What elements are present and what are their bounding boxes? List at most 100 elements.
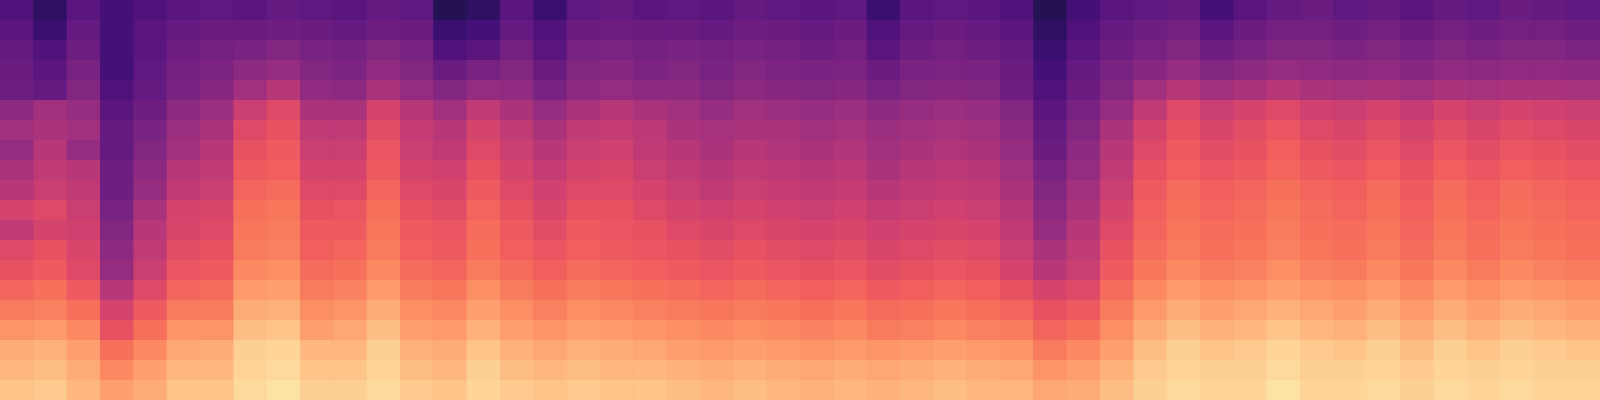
heatmap-cell <box>1033 240 1067 261</box>
heatmap-cell <box>0 320 34 341</box>
heatmap-cell <box>500 220 534 241</box>
heatmap-cell <box>200 280 234 301</box>
heatmap-cell <box>667 360 701 381</box>
heatmap-cell <box>1367 360 1401 381</box>
heatmap-cell <box>567 60 601 81</box>
heatmap-cell <box>133 120 167 141</box>
heatmap-cell <box>700 40 734 61</box>
heatmap-cell <box>967 0 1001 21</box>
heatmap-cell <box>1467 220 1501 241</box>
heatmap-cell <box>767 260 801 281</box>
heatmap-cell <box>1267 140 1301 161</box>
heatmap-cell <box>1067 100 1101 121</box>
heatmap-cell <box>733 280 767 301</box>
heatmap-cell <box>900 20 934 41</box>
heatmap-cell <box>467 80 501 101</box>
heatmap-cell <box>1500 360 1534 381</box>
heatmap-cell <box>1567 320 1600 341</box>
heatmap-cell <box>300 320 334 341</box>
heatmap-cell <box>1200 340 1234 361</box>
heatmap-cell <box>133 20 167 41</box>
heatmap-cell <box>1400 300 1434 321</box>
heatmap-cell <box>1400 340 1434 361</box>
heatmap-cell <box>567 280 601 301</box>
heatmap-cell <box>67 380 101 400</box>
heatmap-cell <box>500 240 534 261</box>
heatmap-cell <box>1133 220 1167 241</box>
heatmap-cell <box>1000 160 1034 181</box>
heatmap-cell <box>567 100 601 121</box>
heatmap-cell <box>267 140 301 161</box>
heatmap-cell <box>767 300 801 321</box>
heatmap-cell <box>633 300 667 321</box>
heatmap-cell <box>900 100 934 121</box>
heatmap-cell <box>1533 380 1567 400</box>
heatmap-cell <box>333 120 367 141</box>
heatmap-cell <box>1033 60 1067 81</box>
heatmap-cell <box>1267 120 1301 141</box>
heatmap-cell <box>367 80 401 101</box>
heatmap-cell <box>0 20 34 41</box>
heatmap-cell <box>700 160 734 181</box>
heatmap-cell <box>767 220 801 241</box>
heatmap-cell <box>233 60 267 81</box>
heatmap-cell <box>467 340 501 361</box>
heatmap-cells <box>0 0 1600 400</box>
heatmap-cell <box>433 180 467 201</box>
heatmap-cell <box>767 100 801 121</box>
heatmap-cell <box>467 140 501 161</box>
heatmap-cell <box>1033 280 1067 301</box>
heatmap-cell <box>767 240 801 261</box>
heatmap-cell <box>1500 0 1534 21</box>
heatmap-cell <box>67 200 101 221</box>
heatmap-cell <box>167 340 201 361</box>
heatmap-cell <box>1567 300 1600 321</box>
heatmap-cell <box>367 160 401 181</box>
heatmap-cell <box>1333 340 1367 361</box>
heatmap-cell <box>1233 80 1267 101</box>
heatmap-cell <box>900 40 934 61</box>
heatmap-cell <box>800 320 834 341</box>
heatmap-cell <box>1167 0 1201 21</box>
heatmap-cell <box>900 280 934 301</box>
heatmap-cell <box>833 320 867 341</box>
heatmap-cell <box>167 300 201 321</box>
heatmap-cell <box>967 180 1001 201</box>
heatmap-cell <box>267 260 301 281</box>
heatmap-cell <box>1267 260 1301 281</box>
heatmap-cell <box>633 20 667 41</box>
heatmap-cell <box>1033 300 1067 321</box>
heatmap-cell <box>900 200 934 221</box>
heatmap-cell <box>1067 340 1101 361</box>
heatmap-cell <box>333 220 367 241</box>
heatmap-cell <box>200 200 234 221</box>
heatmap-cell <box>667 320 701 341</box>
heatmap-cell <box>500 20 534 41</box>
heatmap-cell <box>867 300 901 321</box>
heatmap-cell <box>967 60 1001 81</box>
heatmap-cell <box>1300 380 1334 400</box>
heatmap-cell <box>1267 80 1301 101</box>
heatmap-cell <box>1133 200 1167 221</box>
heatmap-cell <box>1500 180 1534 201</box>
heatmap-cell <box>1200 160 1234 181</box>
heatmap-cell <box>67 220 101 241</box>
heatmap-cell <box>1267 40 1301 61</box>
heatmap-cell <box>633 280 667 301</box>
heatmap-cell <box>1233 380 1267 400</box>
heatmap-cell <box>567 300 601 321</box>
heatmap-cell <box>1367 260 1401 281</box>
heatmap-cell <box>533 240 567 261</box>
heatmap-cell <box>1567 100 1600 121</box>
heatmap-cell <box>233 300 267 321</box>
heatmap-cell <box>1233 340 1267 361</box>
heatmap-cell <box>700 280 734 301</box>
heatmap-cell <box>1267 200 1301 221</box>
heatmap-cell <box>933 20 967 41</box>
heatmap-cell <box>533 120 567 141</box>
heatmap-cell <box>367 340 401 361</box>
heatmap-cell <box>967 40 1001 61</box>
heatmap-cell <box>1000 320 1034 341</box>
heatmap-cell <box>1400 40 1434 61</box>
heatmap-cell <box>300 180 334 201</box>
